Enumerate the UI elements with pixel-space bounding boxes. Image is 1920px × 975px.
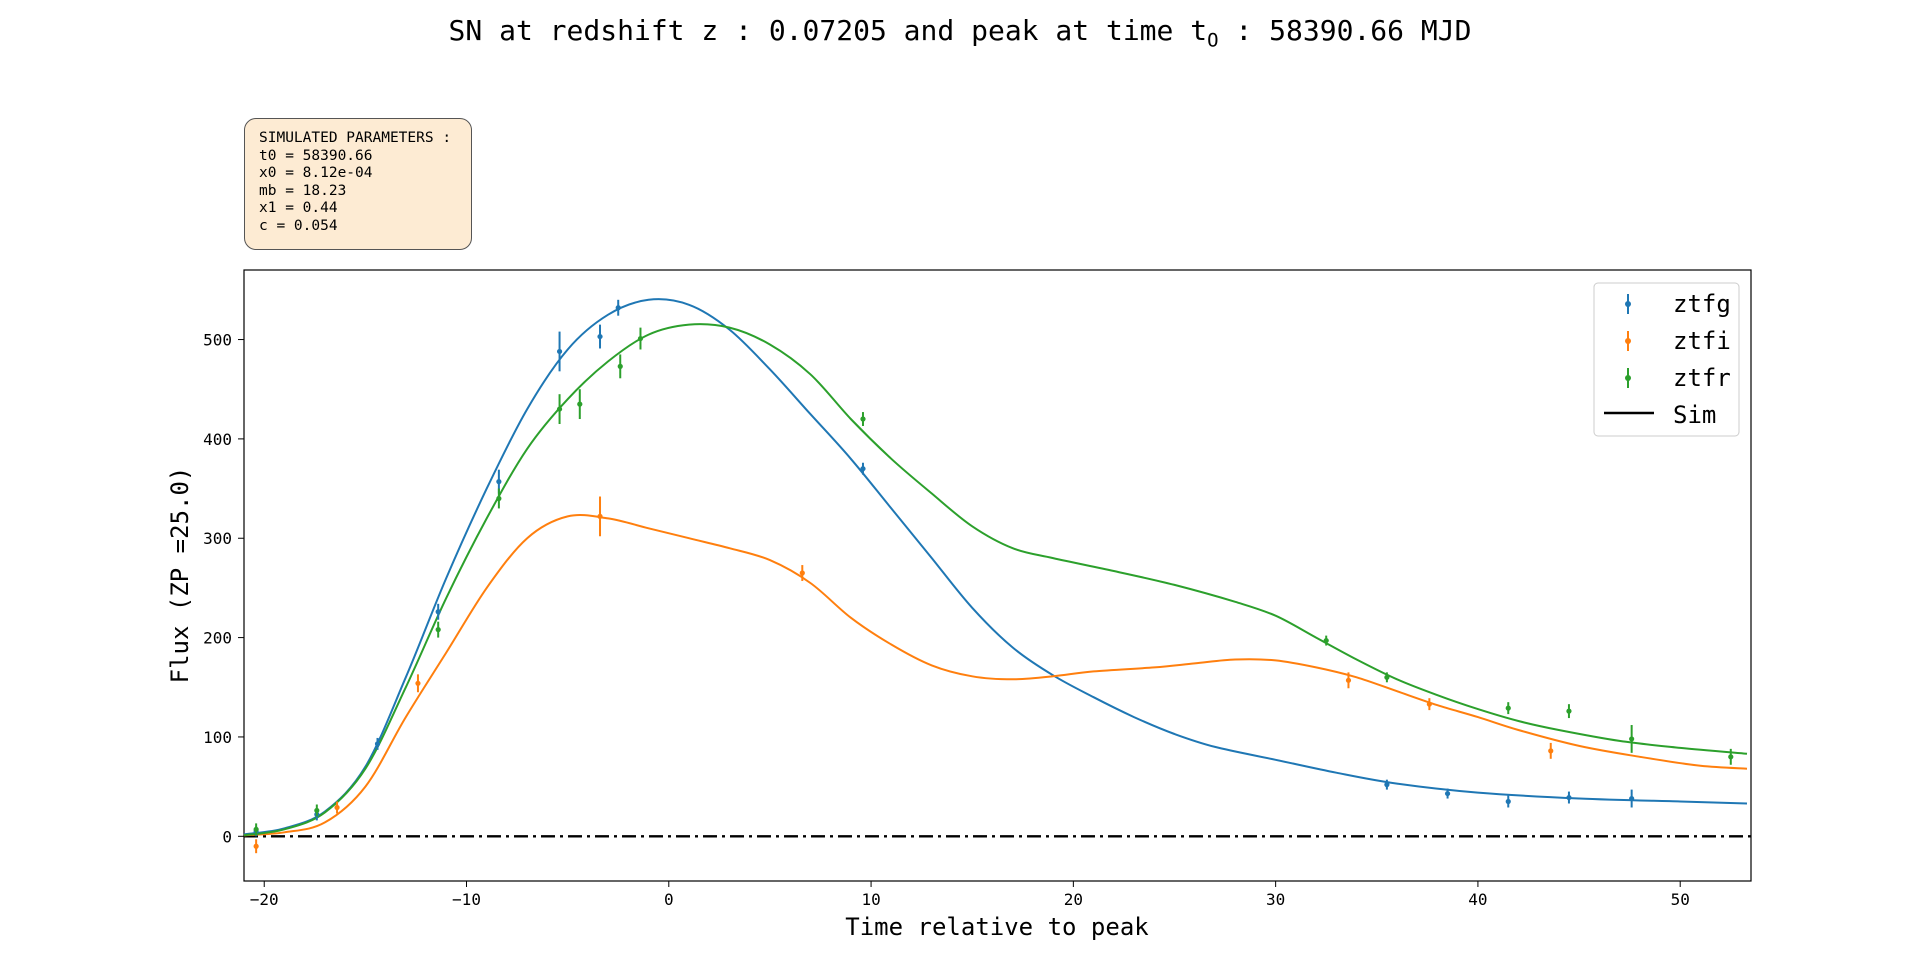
data-point-ztfr <box>556 406 563 412</box>
data-point-ztfg <box>1566 794 1572 801</box>
x-axis-label: Time relative to peak <box>845 913 1149 941</box>
y-tick-label: 100 <box>203 728 232 747</box>
title-subscript: O <box>1207 29 1219 52</box>
x-tick-label: 40 <box>1468 890 1487 909</box>
param-header: SIMULATED PARAMETERS : <box>259 130 452 146</box>
data-point-ztfg <box>1505 798 1511 805</box>
data-point-ztfg <box>1384 782 1390 788</box>
param-t0: t0 = 58390.66 <box>259 147 373 164</box>
data-point-ztfr <box>1384 674 1390 680</box>
data-point-ztfr <box>496 495 502 502</box>
title-prefix: SN at redshift z : 0.07205 and peak at t… <box>448 14 1208 47</box>
x-tick-label: 30 <box>1266 890 1285 909</box>
x-tick-label: −10 <box>452 890 481 909</box>
data-point-ztfr <box>435 627 441 633</box>
data-point-ztfr <box>314 807 320 814</box>
y-tick-label: 0 <box>222 827 232 846</box>
x-tick-label: 20 <box>1064 890 1083 909</box>
data-point-ztfr <box>1566 708 1572 714</box>
legend-label-sim: Sim <box>1673 401 1716 429</box>
param-mb: mb = 18.23 <box>259 182 347 199</box>
model-curve-ztfi <box>243 514 1748 837</box>
legend-marks <box>1604 294 1654 415</box>
data-point-ztfg <box>496 479 502 485</box>
legend-dot-ztfr <box>1625 375 1631 381</box>
legend-label-ztfr: ztfr <box>1673 364 1731 392</box>
model-curve-ztfg <box>243 298 1748 836</box>
data-point-ztfi <box>415 680 421 686</box>
data-point-ztfi <box>1426 701 1432 707</box>
data-point-ztfg <box>1444 790 1451 797</box>
data-point-ztfg <box>1629 795 1635 802</box>
data-point-ztfi <box>1548 748 1554 754</box>
data-point-ztfr <box>1629 736 1635 742</box>
legend-label-ztfg: ztfg <box>1673 290 1731 318</box>
data-point-ztfr <box>637 335 644 342</box>
data-point-ztfi <box>334 804 340 811</box>
x-tick-label: 10 <box>861 890 880 909</box>
data-point-ztfr <box>253 826 259 832</box>
model-curve-ztfr <box>243 323 1748 837</box>
model-curves <box>243 298 1748 837</box>
legend-box <box>1593 282 1740 437</box>
chart-title: SN at redshift z : 0.07205 and peak at t… <box>0 14 1920 52</box>
data-point-ztfr <box>1505 705 1511 711</box>
data-point-ztfr <box>577 401 583 407</box>
param-c: c = 0.054 <box>259 217 338 234</box>
legend-dot-ztfi <box>1625 338 1631 344</box>
y-tick-label: 200 <box>203 629 232 648</box>
data-point-ztfg <box>556 348 563 355</box>
data-point-ztfg <box>597 333 603 340</box>
data-points <box>253 299 1734 854</box>
data-point-ztfg <box>860 466 866 472</box>
data-point-ztfi <box>799 570 805 576</box>
data-point-ztfi <box>1345 677 1352 683</box>
data-point-ztfr <box>1728 754 1734 760</box>
legend: ztfg ztfi ztfr Sim <box>1593 282 1740 437</box>
data-point-ztfi <box>597 513 603 519</box>
param-x1: x1 = 0.44 <box>259 200 338 217</box>
param-x0: x0 = 8.12e-04 <box>259 165 373 182</box>
legend-dot-ztfg <box>1625 301 1631 307</box>
plot-area <box>243 269 1752 882</box>
simulated-parameters-box: SIMULATED PARAMETERS : t0 = 58390.66 x0 … <box>244 118 472 250</box>
x-tick-label: −20 <box>250 890 279 909</box>
x-tick-label: 50 <box>1671 890 1690 909</box>
data-point-ztfr <box>860 416 866 422</box>
data-point-ztfr <box>1323 637 1329 644</box>
data-point-ztfi <box>253 843 259 849</box>
y-tick-label: 300 <box>203 529 232 548</box>
y-tick-label: 500 <box>203 331 232 350</box>
x-tick-label: 0 <box>664 890 674 909</box>
y-axis-label: Flux (ZP =25.0) <box>166 467 194 684</box>
title-suffix: : 58390.66 MJD <box>1218 14 1472 47</box>
data-point-ztfg <box>374 741 381 747</box>
data-point-ztfr <box>617 363 623 369</box>
legend-label-ztfi: ztfi <box>1673 327 1731 355</box>
y-tick-label: 400 <box>203 430 232 449</box>
data-point-ztfg <box>615 305 621 311</box>
data-point-ztfg <box>435 609 441 615</box>
